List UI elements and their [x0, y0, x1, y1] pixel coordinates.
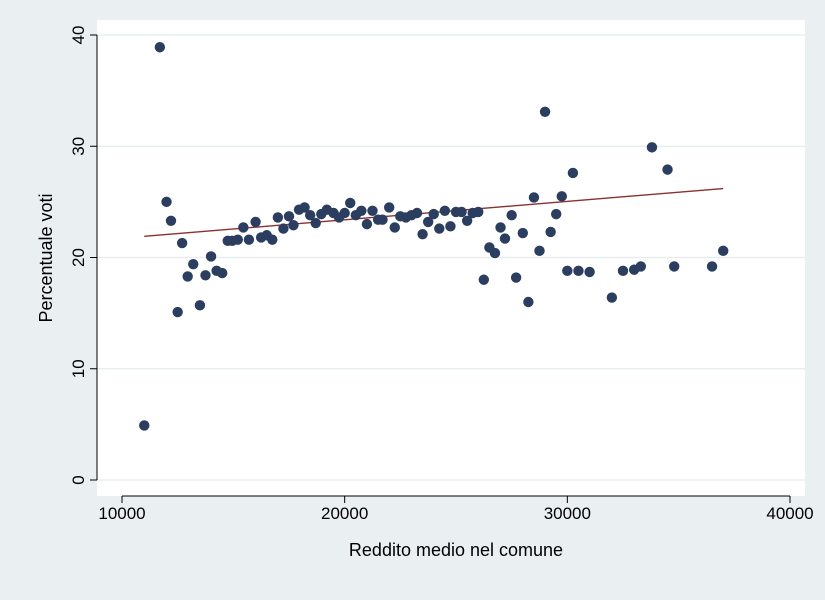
data-point-12	[217, 267, 228, 279]
data-point-86	[718, 245, 729, 257]
data-point-43	[389, 222, 400, 233]
data-point-83	[662, 164, 673, 175]
data-point-22	[272, 212, 284, 223]
axes	[90, 34, 791, 503]
data-point-64	[506, 210, 517, 221]
data-point-77	[584, 266, 595, 278]
tick-labels: 0 10 20 30 40 10000 20000 30000 40000	[69, 26, 814, 523]
data-point-52	[439, 205, 451, 216]
data-point-37	[356, 205, 367, 216]
data-point-18	[250, 216, 261, 228]
scatter-points	[139, 42, 729, 431]
data-point-28	[304, 210, 316, 221]
data-point-29	[310, 217, 321, 229]
data-point-70	[539, 106, 551, 117]
data-point-7	[188, 258, 199, 270]
y-axis-title: Percentuale voti	[36, 193, 56, 322]
y-tick-label-2: 20	[69, 248, 88, 267]
data-point-35	[345, 197, 356, 209]
data-point-63	[499, 233, 511, 244]
data-point-4	[172, 306, 183, 318]
x-tick-label-3: 40000	[766, 504, 813, 523]
x-tick-label-0: 10000	[98, 504, 145, 523]
data-point-73	[556, 191, 567, 202]
data-point-47	[411, 207, 423, 219]
data-point-23	[278, 223, 289, 234]
data-point-6	[182, 271, 193, 282]
data-point-9	[200, 270, 211, 281]
data-point-42	[384, 202, 395, 213]
data-point-49	[422, 216, 434, 228]
data-point-38	[361, 218, 373, 230]
data-point-10	[205, 251, 217, 262]
data-point-71	[545, 226, 556, 238]
data-point-21	[267, 234, 278, 245]
data-point-75	[567, 167, 579, 179]
data-point-17	[243, 234, 255, 245]
data-point-56	[461, 215, 473, 226]
data-point-39	[367, 205, 378, 216]
data-point-15	[232, 234, 243, 245]
data-point-48	[417, 228, 428, 240]
data-point-58	[473, 206, 484, 218]
x-tick-label-1: 20000	[321, 504, 368, 523]
data-point-16	[238, 222, 249, 233]
data-point-8	[194, 300, 206, 311]
data-point-50	[428, 208, 439, 220]
y-tick-label-4: 40	[69, 26, 88, 45]
data-point-27	[299, 202, 310, 213]
y-tick-label-1: 10	[69, 359, 88, 378]
data-point-66	[517, 227, 528, 239]
data-point-74	[562, 265, 573, 277]
data-point-41	[377, 214, 388, 225]
data-point-1	[154, 42, 166, 53]
x-tick-label-2: 30000	[544, 504, 591, 523]
data-point-59	[478, 274, 490, 285]
y-tick-label-3: 30	[69, 137, 88, 156]
data-point-82	[646, 142, 658, 153]
data-point-51	[434, 223, 445, 234]
data-point-68	[528, 192, 540, 203]
data-point-81	[635, 261, 647, 272]
data-point-72	[551, 208, 562, 220]
y-tick-label-0: 0	[69, 475, 88, 484]
data-point-55	[456, 206, 467, 218]
data-point-2	[161, 196, 172, 208]
data-point-0	[139, 420, 150, 431]
data-point-65	[510, 272, 522, 283]
data-point-78	[606, 292, 618, 303]
data-point-3	[165, 215, 177, 226]
data-point-5	[176, 237, 188, 249]
data-point-85	[706, 261, 718, 272]
data-point-84	[669, 261, 680, 272]
x-axis-title: Reddito medio nel comune	[349, 540, 563, 560]
data-point-62	[495, 222, 506, 233]
data-point-79	[617, 265, 629, 277]
data-point-34	[339, 207, 350, 219]
data-point-76	[573, 265, 584, 277]
data-point-69	[534, 245, 545, 257]
data-point-61	[489, 247, 501, 259]
data-point-67	[523, 296, 534, 308]
data-point-24	[283, 211, 295, 222]
data-point-25	[288, 220, 299, 231]
data-point-53	[445, 221, 456, 232]
